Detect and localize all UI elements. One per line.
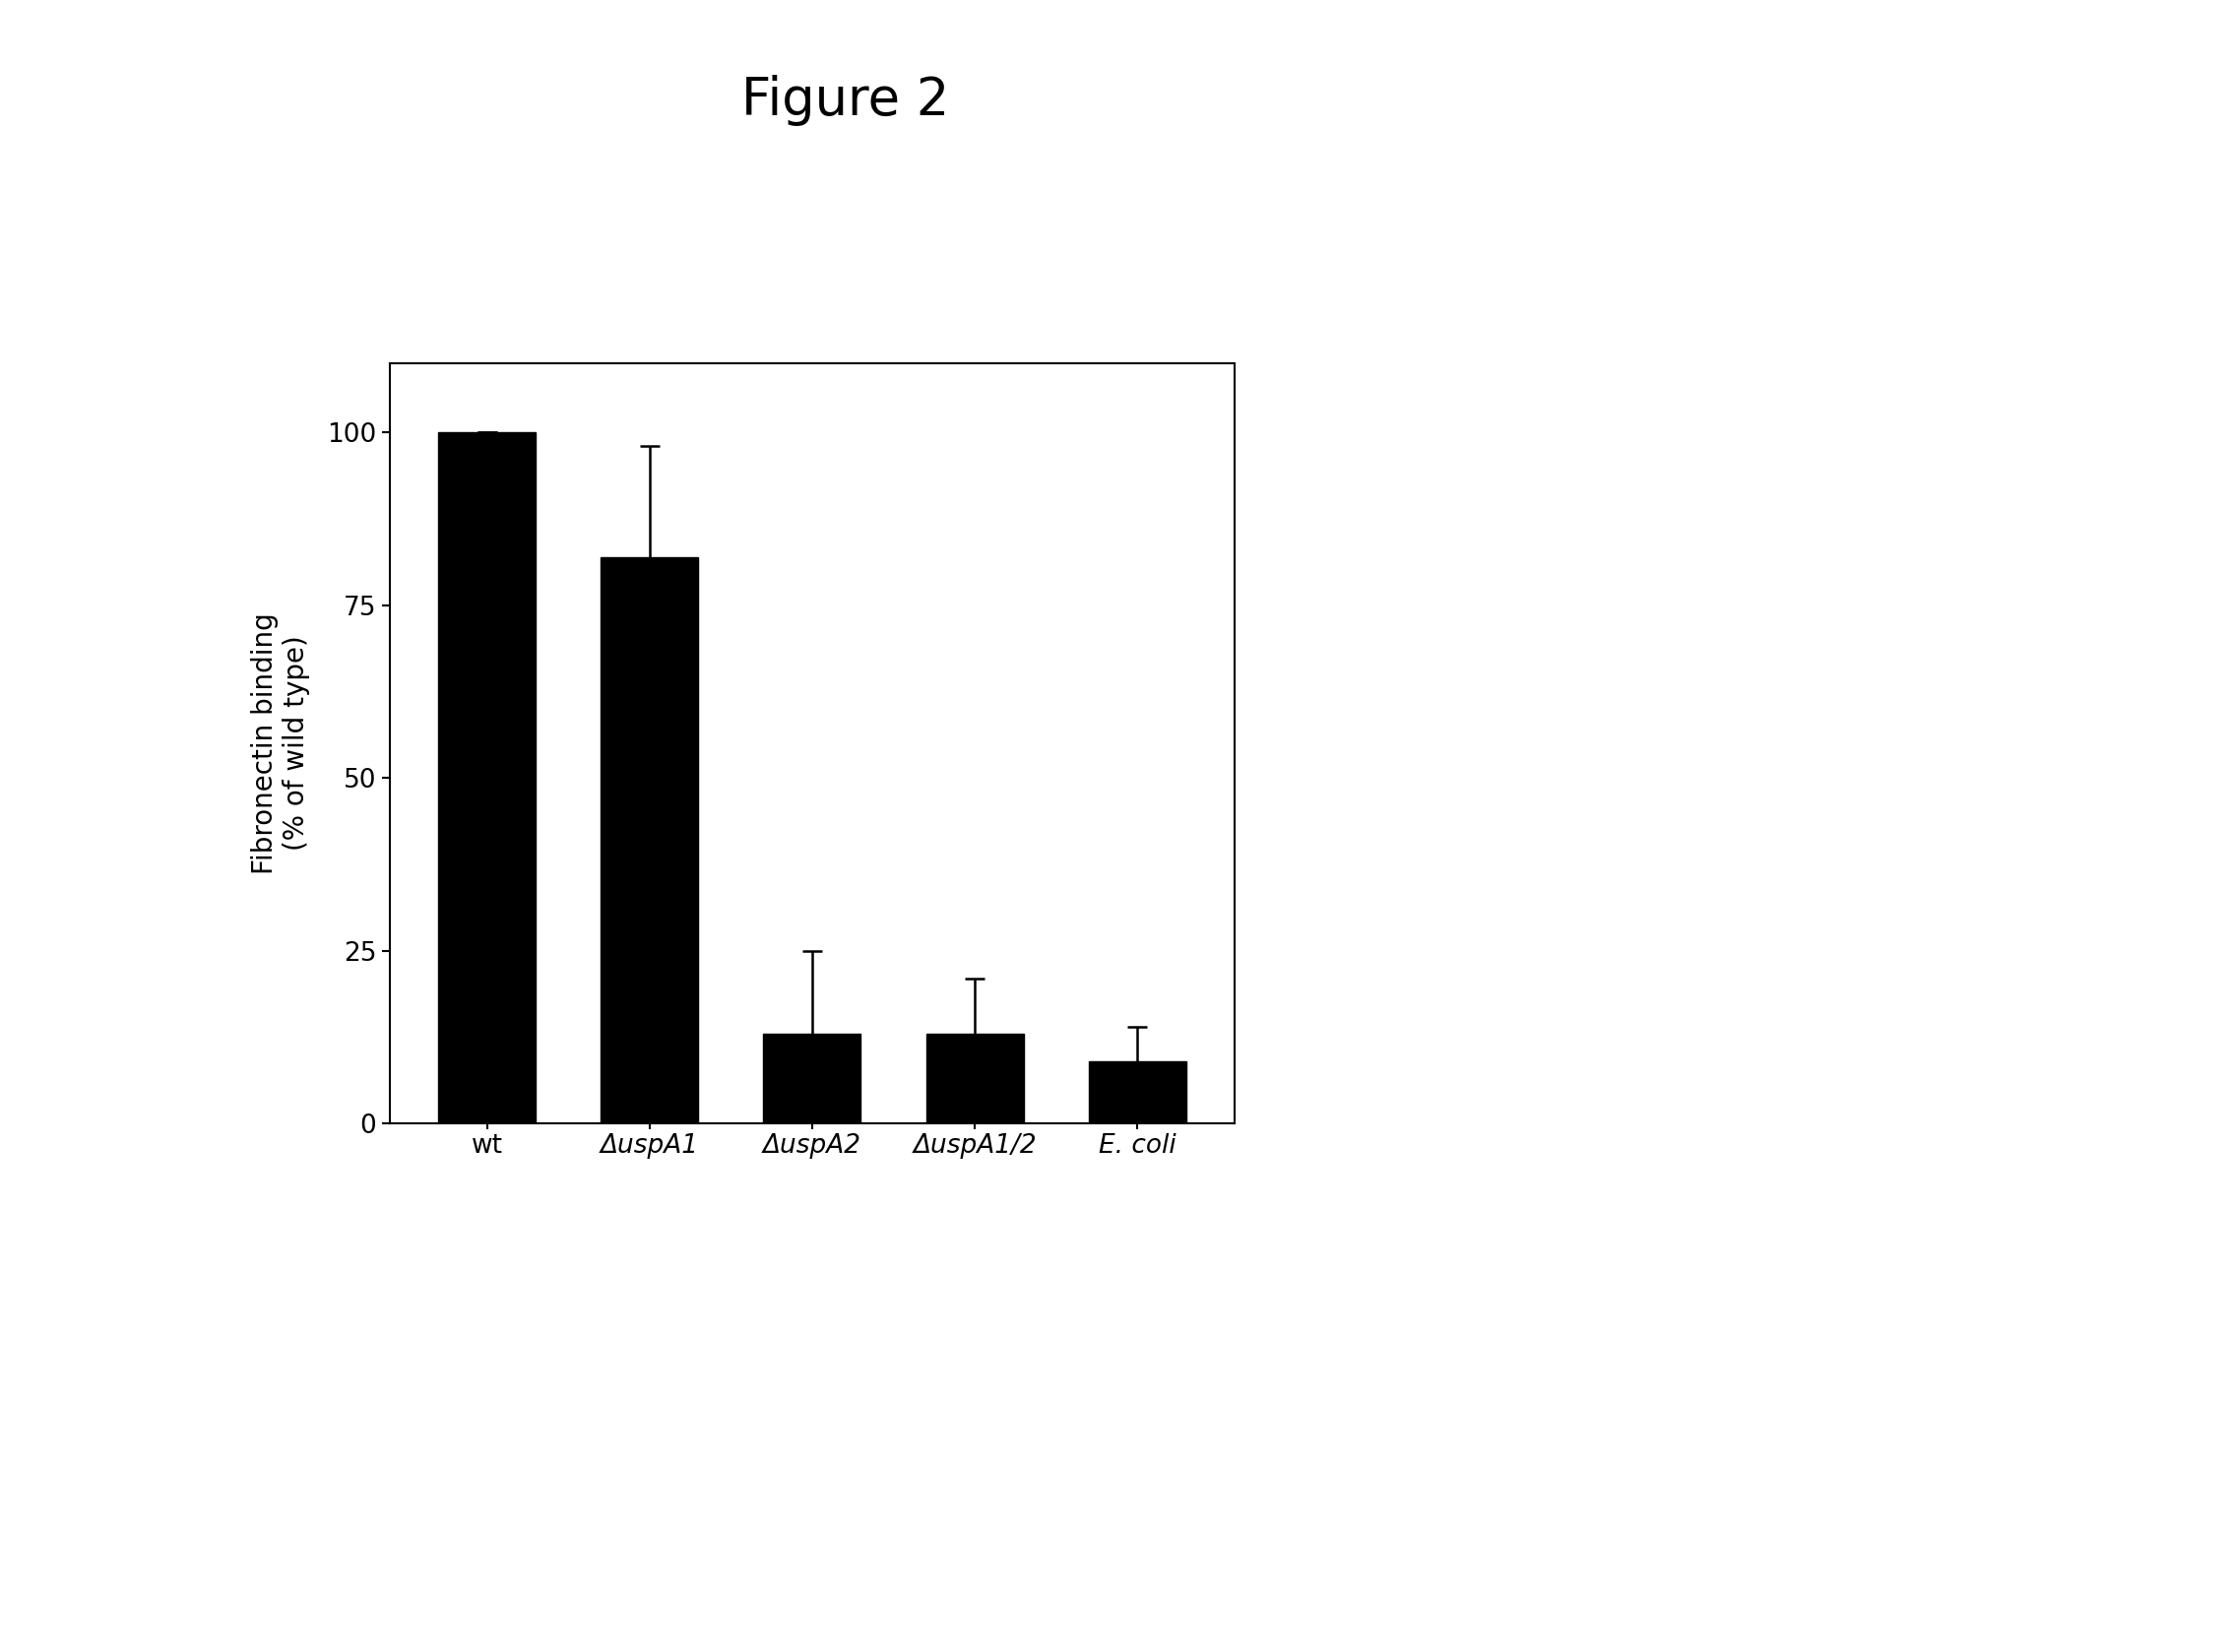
Bar — [601, 557, 699, 1123]
Bar — [926, 1034, 1024, 1123]
Bar — [763, 1034, 861, 1123]
Text: Figure 2: Figure 2 — [741, 74, 950, 126]
Y-axis label: Fibronectin binding
(% of wild type): Fibronectin binding (% of wild type) — [251, 613, 312, 874]
Bar — [438, 433, 536, 1123]
Bar — [1088, 1061, 1186, 1123]
